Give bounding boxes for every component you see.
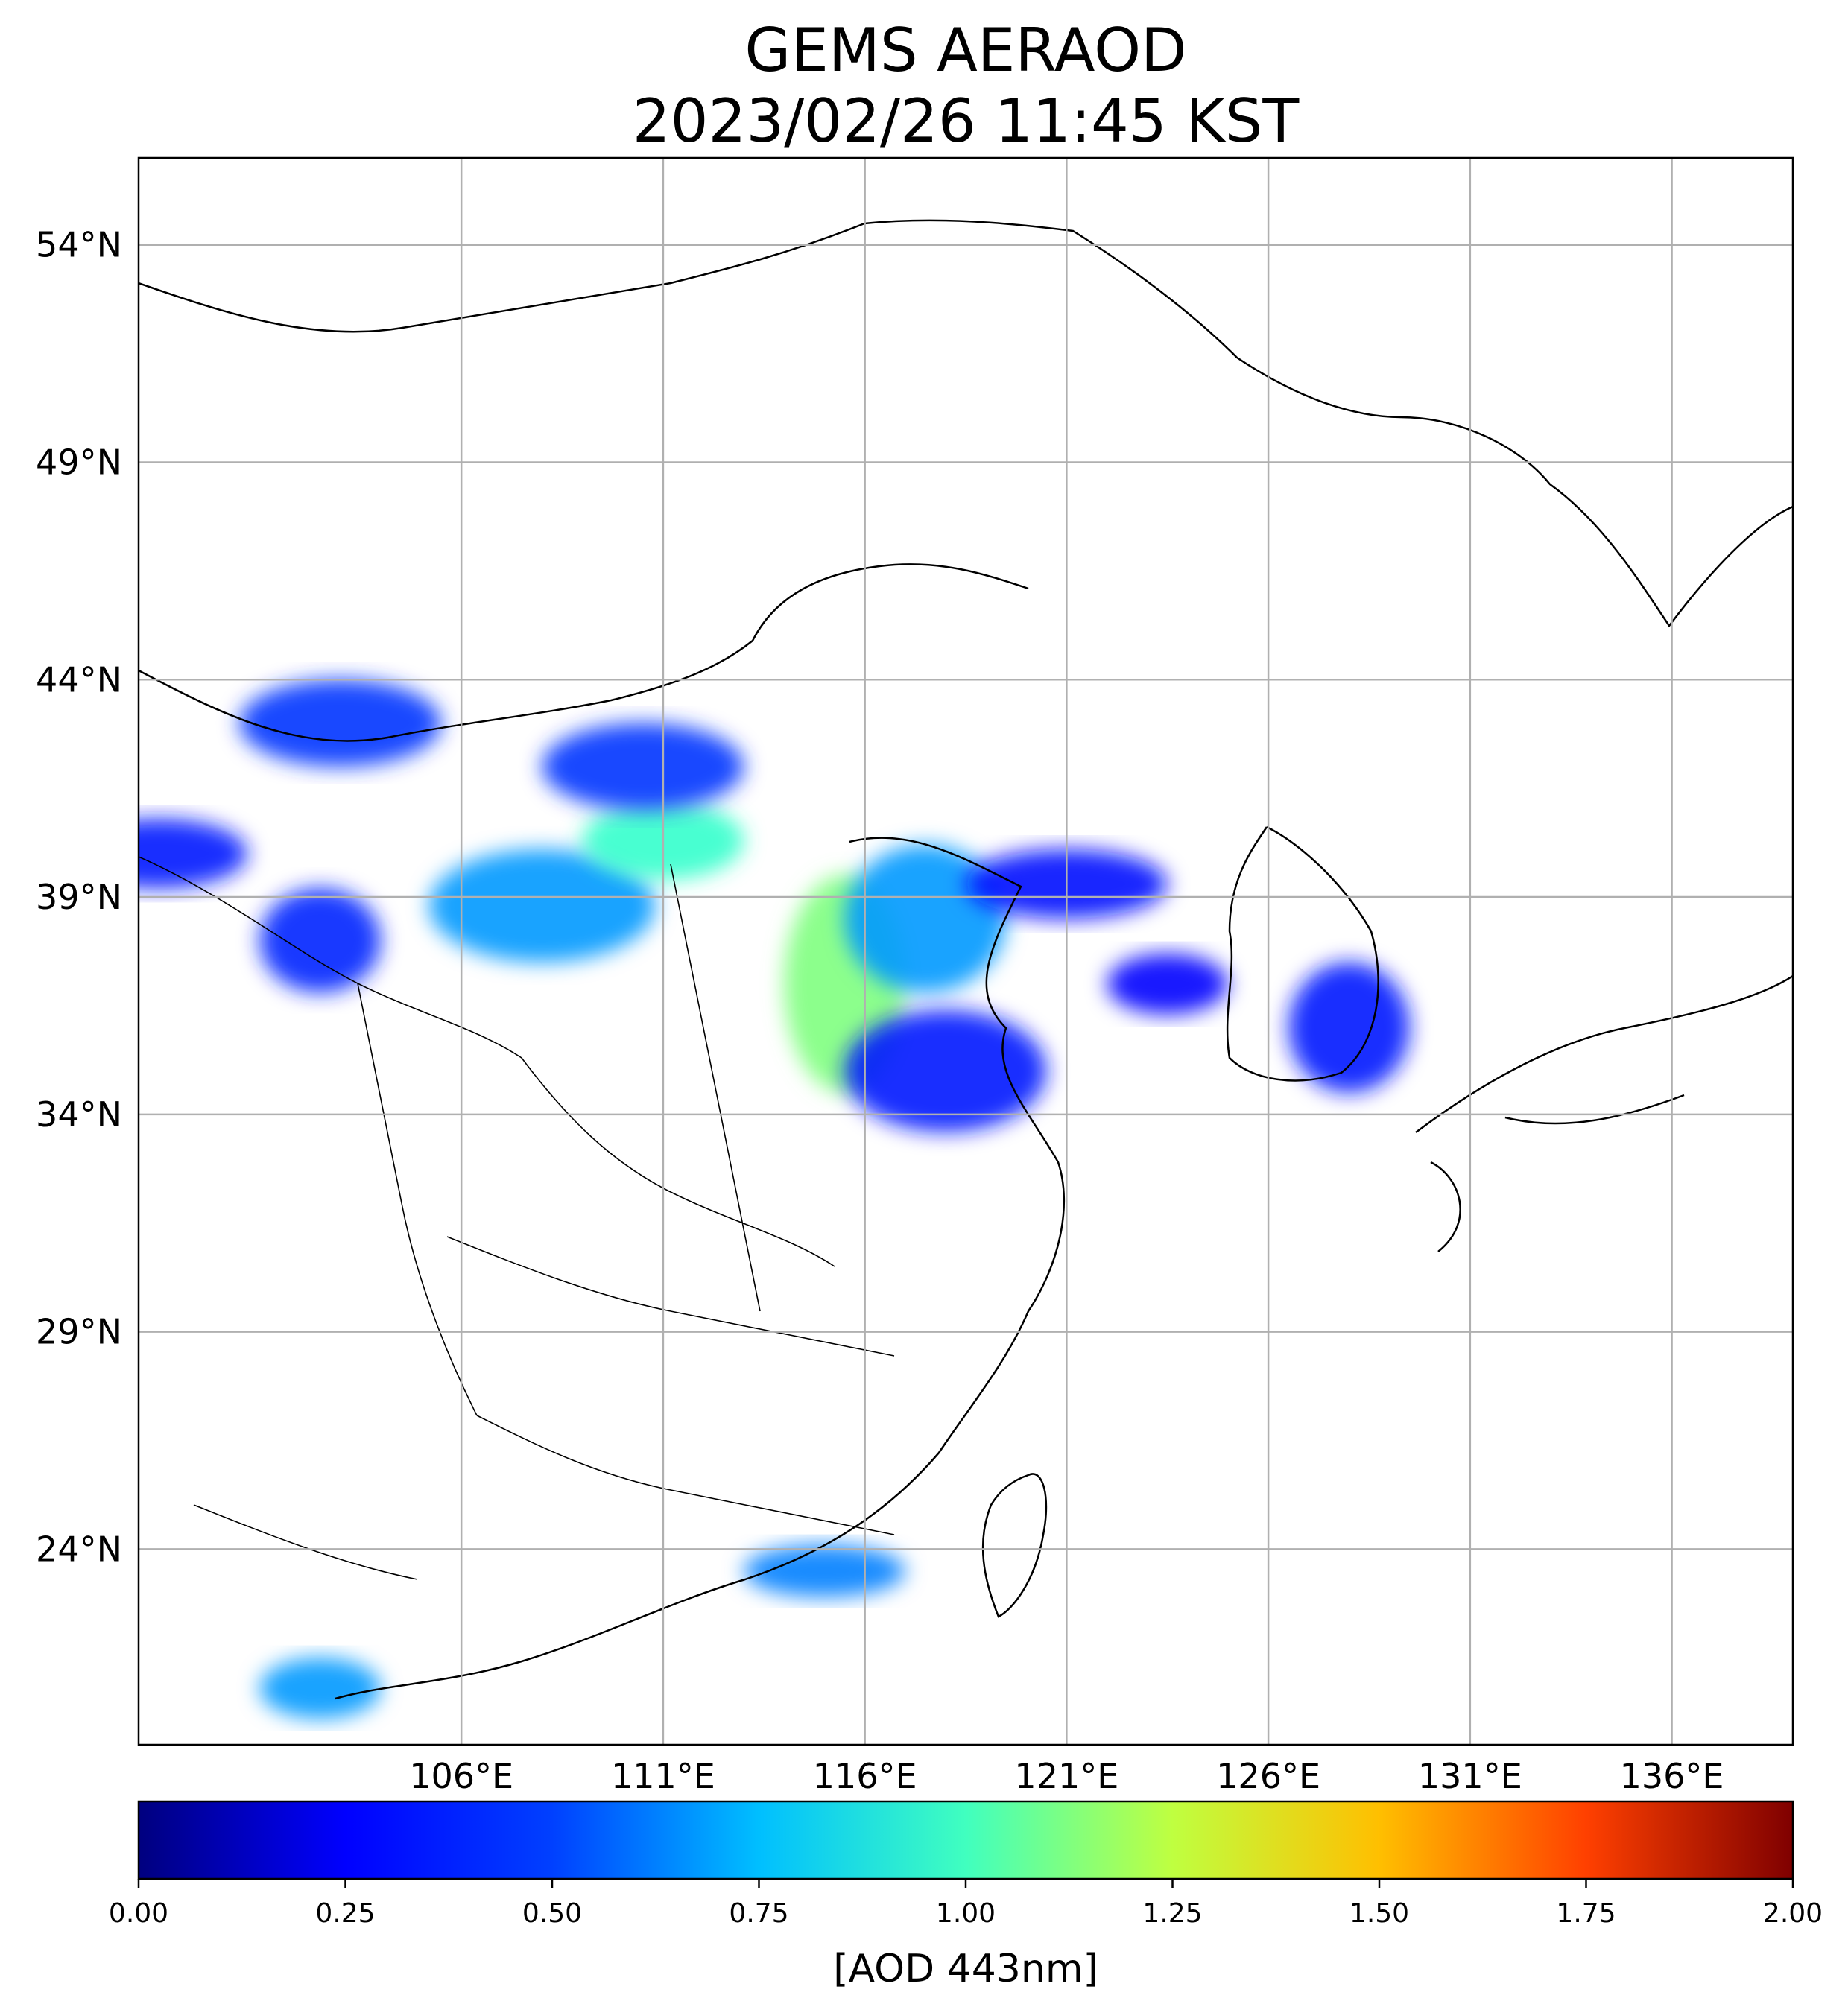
russia-border [139,219,1793,628]
aod-region-inner-mongolia-central [542,723,744,811]
colorbar-tick-label: 1.75 [1556,1898,1616,1929]
longitude-tick-labels: 106°E 111°E 116°E 121°E 126°E 131°E 136°E [409,1756,1724,1796]
colorbar-tick-label: 0.75 [729,1898,788,1929]
lon-tick-label: 111°E [611,1756,715,1796]
latitude-tick-labels: 54°N 49°N 44°N 39°N 34°N 29°N 24°N [36,225,122,1570]
lon-tick-label: 116°E [813,1756,917,1796]
aod-region-shandong [844,1009,1047,1132]
colorbar-tick-label: 1.00 [936,1898,996,1929]
colorbar-tick-label: 0.25 [315,1898,375,1929]
aod-region-guangxi [259,1658,381,1719]
colorbar-tick-label: 0.50 [522,1898,582,1929]
aod-region-inner-mongolia-west [139,819,248,889]
coastline-layer [139,219,1793,1700]
aod-region-gansu-ningxia [259,888,381,993]
colorbar-tick-label: 0.00 [109,1898,168,1929]
lon-tick-label: 126°E [1216,1756,1320,1796]
colorbar [137,1800,1794,1880]
colorbar-tick-label: 2.00 [1763,1898,1823,1929]
aod-region-bohai-hebei [844,845,1007,993]
taiwan-outline [981,1473,1048,1618]
gridlines [139,158,1793,1745]
lat-tick-label: 39°N [36,877,122,917]
map-timestamp: 2023/02/26 11:45 KST [633,86,1300,156]
lat-tick-label: 49°N [36,442,122,482]
aod-region-korea [1288,962,1410,1093]
aod-region-ordos [428,849,656,963]
lon-tick-label: 121°E [1014,1756,1118,1796]
colorbar-tick-label: 1.50 [1349,1898,1409,1929]
colorbar-label: [AOD 443nm] [833,1947,1098,1991]
japan-outline [1415,974,1793,1252]
lat-tick-label: 24°N [36,1529,122,1569]
lon-tick-label: 106°E [409,1756,513,1796]
china-east-coastline [335,837,1066,1700]
lat-tick-label: 54°N [36,225,122,265]
aod-region-mongolia-south [239,679,442,767]
lat-tick-label: 44°N [36,659,122,700]
korea-peninsula-outline [1226,825,1379,1082]
map-title: GEMS AERAOD [744,16,1186,85]
aod-region-yellow-sea-north [1107,953,1228,1015]
mongolia-border [139,563,1029,742]
lat-tick-label: 34°N [36,1094,122,1135]
lon-tick-label: 136°E [1620,1756,1724,1796]
lon-tick-label: 131°E [1418,1756,1522,1796]
lat-tick-label: 29°N [36,1312,122,1352]
colorbar-ticks: 0.00 0.25 0.50 0.75 1.00 1.25 1.50 1.75 2.00 [109,1879,1823,1929]
colorbar-tick-label: 1.25 [1142,1898,1202,1929]
province-borders [139,856,895,1580]
map-frame [137,156,1794,1746]
